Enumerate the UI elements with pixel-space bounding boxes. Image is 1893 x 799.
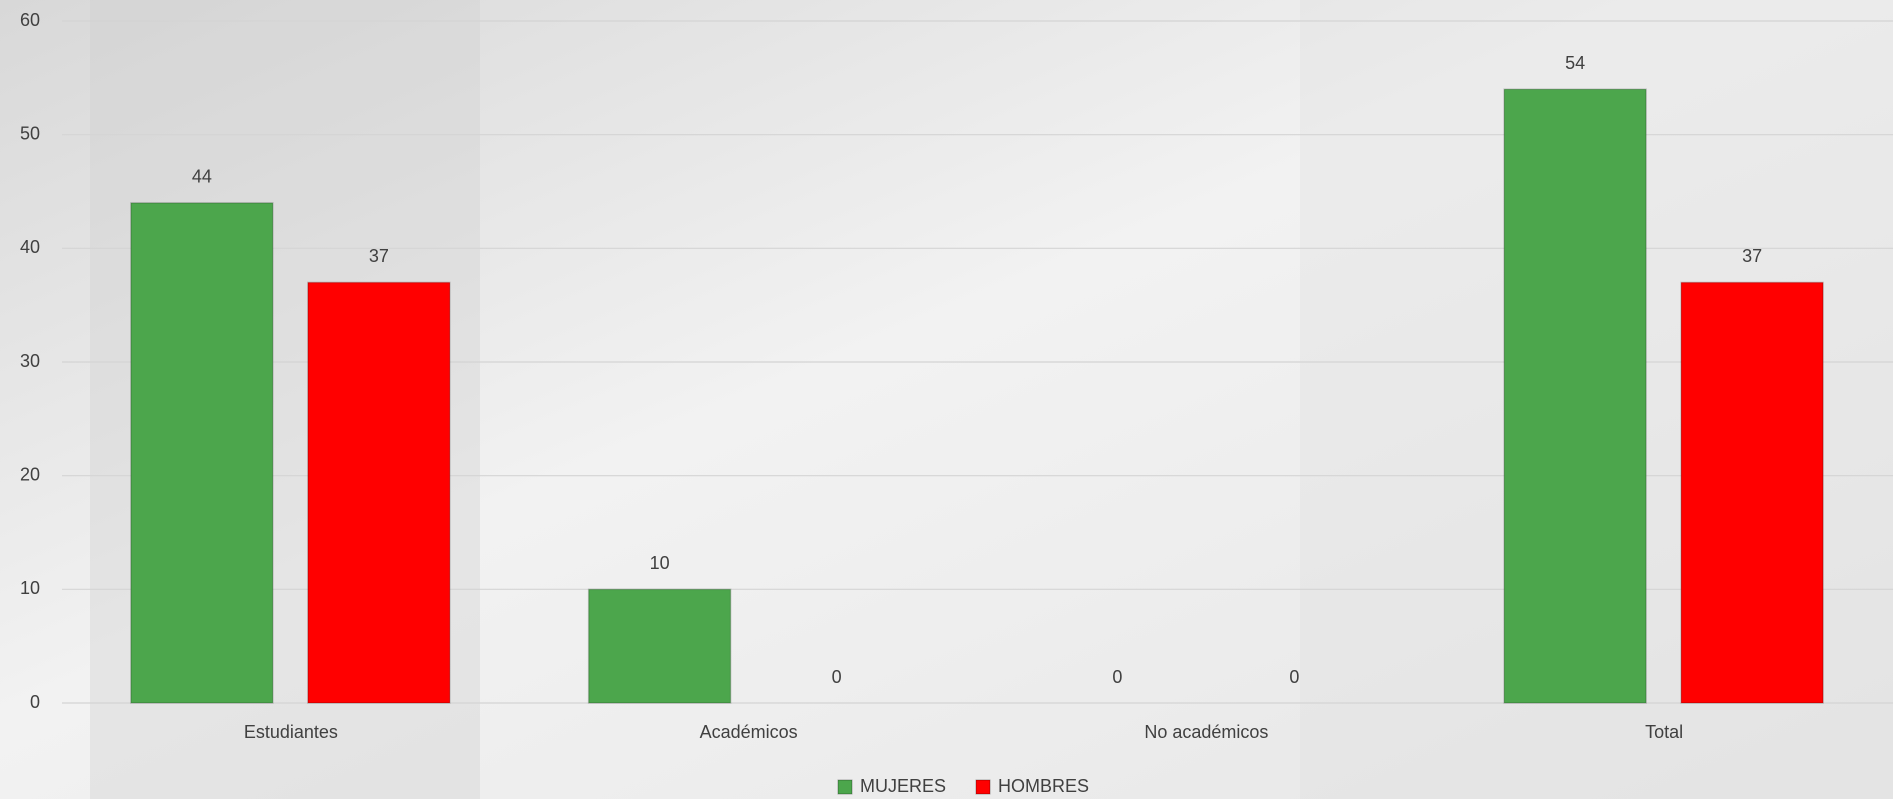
y-tick-label: 60 (20, 10, 40, 30)
data-label: 54 (1565, 53, 1585, 73)
bar (130, 202, 274, 704)
legend-swatch (975, 779, 991, 795)
bar (587, 588, 732, 704)
y-tick-label: 40 (20, 237, 40, 257)
data-label: 10 (650, 553, 670, 573)
x-tick-label: Académicos (700, 722, 798, 742)
legend-label: HOMBRES (998, 776, 1089, 796)
y-tick-label: 50 (20, 123, 40, 143)
x-tick-label: Total (1645, 722, 1683, 742)
data-label: 44 (192, 167, 212, 187)
x-tick-label: No académicos (1144, 722, 1268, 742)
data-label: 37 (1742, 246, 1762, 266)
y-tick-label: 20 (20, 464, 40, 484)
y-tick-label: 0 (30, 692, 40, 712)
data-label: 0 (1112, 667, 1122, 687)
y-tick-label: 30 (20, 351, 40, 371)
data-label: 0 (1289, 667, 1299, 687)
x-tick-label: Estudiantes (244, 722, 338, 742)
bar (1503, 88, 1647, 704)
bar (1680, 281, 1824, 704)
legend-swatch (837, 779, 853, 795)
data-label: 0 (832, 667, 842, 687)
legend-label: MUJERES (860, 776, 946, 796)
y-tick-label: 10 (20, 578, 40, 598)
bar (307, 281, 451, 704)
data-label: 37 (369, 246, 389, 266)
